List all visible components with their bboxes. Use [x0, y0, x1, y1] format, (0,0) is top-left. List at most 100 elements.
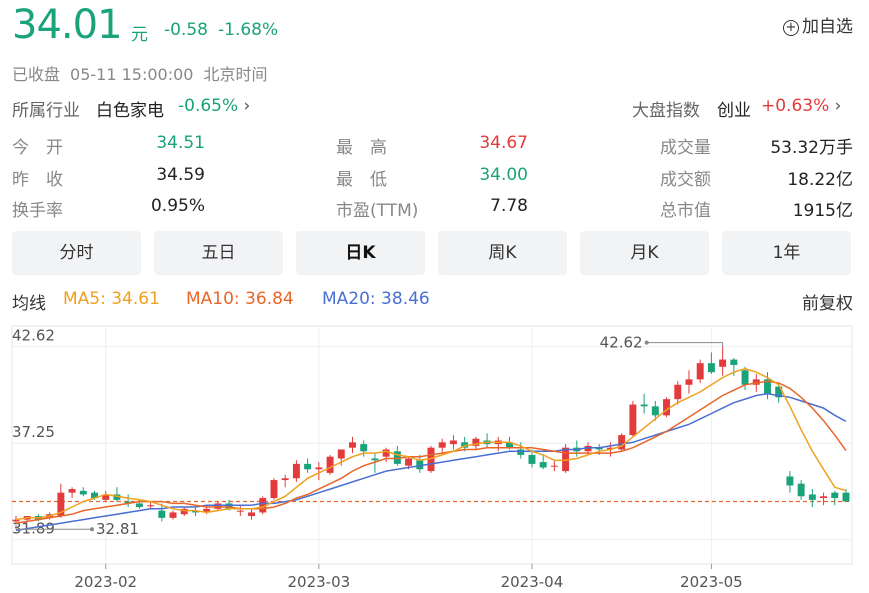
- adjust-mode-button[interactable]: 前复权: [802, 294, 853, 314]
- candle-body: [595, 447, 603, 450]
- candle-body: [797, 483, 805, 497]
- candle-body: [135, 503, 143, 508]
- candle-body: [382, 449, 390, 457]
- chevron-right-icon: ›: [834, 96, 842, 116]
- industry-change: -0.65%: [178, 96, 239, 116]
- tab-one-year[interactable]: 1年: [722, 231, 851, 275]
- pe-value: 7.78: [490, 196, 528, 216]
- candle-body: [79, 490, 87, 495]
- pe-label: 市盈(TTM): [336, 201, 419, 221]
- kline-chart[interactable]: 2023-02 2023-03 2023-04 2023-05 42.62 37.25 31…: [0, 322, 869, 593]
- candle-body: [707, 363, 715, 373]
- industry-link[interactable]: 白色家电: [96, 96, 164, 121]
- candle-body: [719, 359, 727, 367]
- max-marker-line: [646, 342, 724, 347]
- candle-body: [550, 465, 558, 467]
- candle-body: [236, 510, 244, 512]
- candle-body: [752, 379, 760, 385]
- candle-body: [113, 494, 121, 500]
- x-tick-label: 2023-04: [501, 573, 564, 591]
- min-label: 32.81: [96, 520, 139, 538]
- candle-body: [730, 359, 738, 365]
- market-index-change: +0.63%: [761, 96, 830, 116]
- low-label: 最 低: [336, 170, 387, 190]
- turnover-label: 换手率: [12, 201, 63, 221]
- y-tick-label: 42.62: [12, 327, 55, 345]
- ma20-line: [15, 392, 847, 532]
- candle-body: [371, 458, 379, 461]
- high-value: 34.67: [479, 133, 528, 153]
- max-marker-dot: [644, 340, 649, 345]
- candle-body: [393, 451, 401, 464]
- candle-body: [562, 447, 570, 472]
- industry-label: 所属行业: [12, 101, 80, 121]
- candle-body: [741, 370, 749, 385]
- candle-body: [539, 462, 547, 468]
- industry-change-link[interactable]: -0.65% ›: [178, 96, 250, 116]
- candle-body: [764, 379, 771, 394]
- candle-body: [360, 444, 368, 452]
- min-marker-line: [15, 523, 92, 530]
- candle-body: [449, 440, 457, 445]
- chevron-right-icon: ›: [243, 96, 251, 116]
- candle-body: [820, 496, 828, 499]
- candle-body: [270, 480, 278, 499]
- candle-body: [461, 442, 469, 448]
- x-tick-label: 2023-02: [74, 573, 137, 591]
- candle-body: [674, 384, 682, 400]
- candle-body: [147, 505, 155, 507]
- price-change-percent: -1.68%: [218, 20, 279, 40]
- candle-body: [203, 508, 211, 513]
- candle-body: [506, 442, 513, 448]
- ma10-legend: MA10: 36.84: [186, 289, 294, 309]
- candle-body: [315, 467, 323, 470]
- candle-body: [337, 449, 345, 459]
- volume-value: 53.32万手: [770, 138, 853, 158]
- tab-weekly-k[interactable]: 周K: [438, 231, 567, 275]
- candle-body: [651, 406, 659, 416]
- candle-body: [517, 449, 525, 455]
- status-text: 已收盘: [12, 65, 61, 84]
- prev-close-label: 昨 收: [12, 170, 63, 190]
- candle-body: [68, 489, 76, 493]
- plot-frame: [11, 325, 853, 565]
- status-datetime: 05-11 15:00:00: [70, 65, 194, 84]
- mktcap-value: 1915亿: [792, 201, 853, 221]
- candle-body: [124, 501, 132, 504]
- industry-name: 白色家电: [96, 101, 164, 121]
- candle-body: [685, 379, 693, 385]
- add-watchlist-label: 加自选: [802, 17, 853, 37]
- candle-body: [292, 463, 300, 479]
- tab-intraday[interactable]: 分时: [12, 231, 141, 275]
- ma5-legend: MA5: 34.61: [63, 289, 160, 309]
- y-tick-label: 31.89: [12, 520, 55, 538]
- market-index-change-link[interactable]: +0.63% ›: [761, 96, 841, 116]
- candle-body: [349, 442, 356, 448]
- low-value: 34.00: [479, 165, 528, 185]
- candle-body: [191, 510, 199, 513]
- market-index-link[interactable]: 创业: [717, 96, 751, 121]
- open-value: 34.51: [156, 133, 205, 153]
- market-index-name: 创业: [717, 101, 751, 121]
- volume-label: 成交量: [660, 138, 711, 158]
- x-tick-label: 2023-05: [680, 573, 743, 591]
- candle-body: [472, 438, 480, 446]
- tab-five-day[interactable]: 五日: [154, 231, 283, 275]
- tab-daily-k[interactable]: 日K: [296, 231, 425, 275]
- current-price: 34.01: [12, 2, 123, 48]
- price-change: -0.58: [164, 20, 208, 40]
- ma-title: 均线: [12, 294, 46, 314]
- add-watchlist-button[interactable]: + 加自选: [783, 12, 853, 37]
- candle-body: [326, 456, 334, 473]
- candle-body: [248, 512, 256, 517]
- x-tick-label: 2023-03: [287, 573, 350, 591]
- candle-body: [169, 512, 177, 518]
- ma5-line: [15, 367, 847, 521]
- candle-body: [416, 460, 424, 470]
- candle-body: [158, 510, 166, 518]
- high-label: 最 高: [336, 138, 387, 158]
- candle-body: [808, 494, 816, 500]
- candle-body: [528, 454, 536, 464]
- candle-body: [629, 404, 637, 436]
- tab-monthly-k[interactable]: 月K: [580, 231, 709, 275]
